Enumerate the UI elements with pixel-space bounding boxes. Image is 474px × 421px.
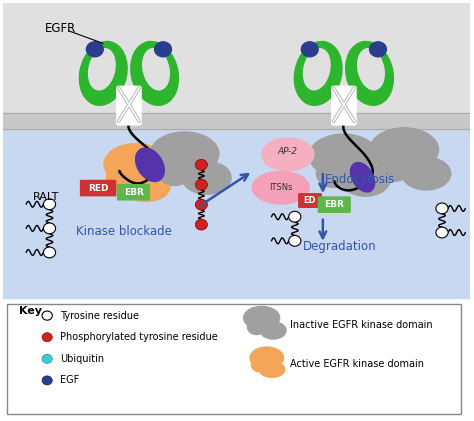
Text: RED: RED bbox=[88, 184, 109, 192]
Circle shape bbox=[44, 223, 55, 234]
Circle shape bbox=[42, 354, 52, 363]
Text: EBR: EBR bbox=[124, 188, 144, 197]
Text: Kinase blockade: Kinase blockade bbox=[76, 225, 172, 238]
Text: RALT: RALT bbox=[33, 192, 60, 202]
Ellipse shape bbox=[377, 153, 411, 181]
Ellipse shape bbox=[157, 157, 192, 185]
Text: ITSNs: ITSNs bbox=[269, 183, 292, 192]
Text: Degradation: Degradation bbox=[302, 240, 376, 253]
Circle shape bbox=[436, 227, 448, 238]
Text: Endocytosis: Endocytosis bbox=[325, 173, 395, 187]
Ellipse shape bbox=[247, 320, 265, 334]
Circle shape bbox=[42, 376, 52, 385]
Circle shape bbox=[195, 199, 208, 210]
Ellipse shape bbox=[251, 358, 267, 372]
Circle shape bbox=[42, 333, 52, 342]
Ellipse shape bbox=[259, 361, 285, 377]
Text: Ubiquitin: Ubiquitin bbox=[60, 354, 104, 364]
Ellipse shape bbox=[346, 42, 393, 105]
Bar bbox=[3, 113, 470, 130]
FancyBboxPatch shape bbox=[117, 86, 141, 125]
Bar bbox=[3, 3, 470, 113]
Circle shape bbox=[155, 42, 172, 57]
Ellipse shape bbox=[370, 128, 438, 171]
Circle shape bbox=[289, 235, 301, 246]
Circle shape bbox=[436, 203, 448, 214]
FancyBboxPatch shape bbox=[117, 184, 150, 200]
Ellipse shape bbox=[104, 144, 168, 185]
Ellipse shape bbox=[261, 137, 315, 171]
Circle shape bbox=[289, 211, 301, 222]
Ellipse shape bbox=[309, 134, 378, 178]
FancyBboxPatch shape bbox=[318, 196, 351, 213]
Ellipse shape bbox=[143, 49, 169, 90]
Ellipse shape bbox=[131, 42, 179, 105]
FancyBboxPatch shape bbox=[80, 180, 116, 196]
Circle shape bbox=[42, 311, 52, 320]
Circle shape bbox=[86, 42, 103, 57]
Ellipse shape bbox=[341, 163, 390, 196]
Text: EGF: EGF bbox=[60, 376, 79, 385]
FancyBboxPatch shape bbox=[332, 86, 356, 125]
Ellipse shape bbox=[358, 49, 384, 90]
Circle shape bbox=[44, 247, 55, 258]
FancyBboxPatch shape bbox=[298, 193, 322, 208]
Text: Inactive EGFR kinase domain: Inactive EGFR kinase domain bbox=[290, 320, 433, 330]
FancyBboxPatch shape bbox=[8, 304, 461, 414]
Ellipse shape bbox=[252, 171, 310, 205]
Circle shape bbox=[370, 42, 386, 57]
Text: AP-2: AP-2 bbox=[278, 147, 298, 156]
Circle shape bbox=[44, 199, 55, 210]
Text: ED: ED bbox=[303, 196, 316, 205]
Text: EGFR: EGFR bbox=[45, 22, 76, 35]
Ellipse shape bbox=[182, 161, 231, 194]
Ellipse shape bbox=[244, 306, 280, 329]
Ellipse shape bbox=[350, 163, 374, 192]
Circle shape bbox=[195, 179, 208, 190]
Ellipse shape bbox=[79, 42, 127, 105]
Text: EBR: EBR bbox=[325, 200, 345, 209]
Text: Active EGFR kinase domain: Active EGFR kinase domain bbox=[290, 359, 424, 369]
Ellipse shape bbox=[303, 49, 330, 90]
Ellipse shape bbox=[401, 157, 451, 190]
Ellipse shape bbox=[150, 132, 219, 176]
Text: Tyrosine residue: Tyrosine residue bbox=[60, 311, 139, 321]
Text: Phosphorylated tyrosine residue: Phosphorylated tyrosine residue bbox=[60, 332, 218, 342]
Circle shape bbox=[195, 160, 208, 170]
Ellipse shape bbox=[317, 159, 351, 187]
Ellipse shape bbox=[121, 171, 170, 201]
Ellipse shape bbox=[136, 148, 164, 181]
Ellipse shape bbox=[260, 322, 286, 339]
Bar bbox=[3, 130, 470, 298]
Ellipse shape bbox=[89, 49, 115, 90]
Text: Key: Key bbox=[19, 306, 42, 316]
Ellipse shape bbox=[107, 164, 136, 190]
Circle shape bbox=[195, 219, 208, 230]
Circle shape bbox=[301, 42, 318, 57]
Ellipse shape bbox=[250, 347, 283, 369]
Ellipse shape bbox=[294, 42, 342, 105]
